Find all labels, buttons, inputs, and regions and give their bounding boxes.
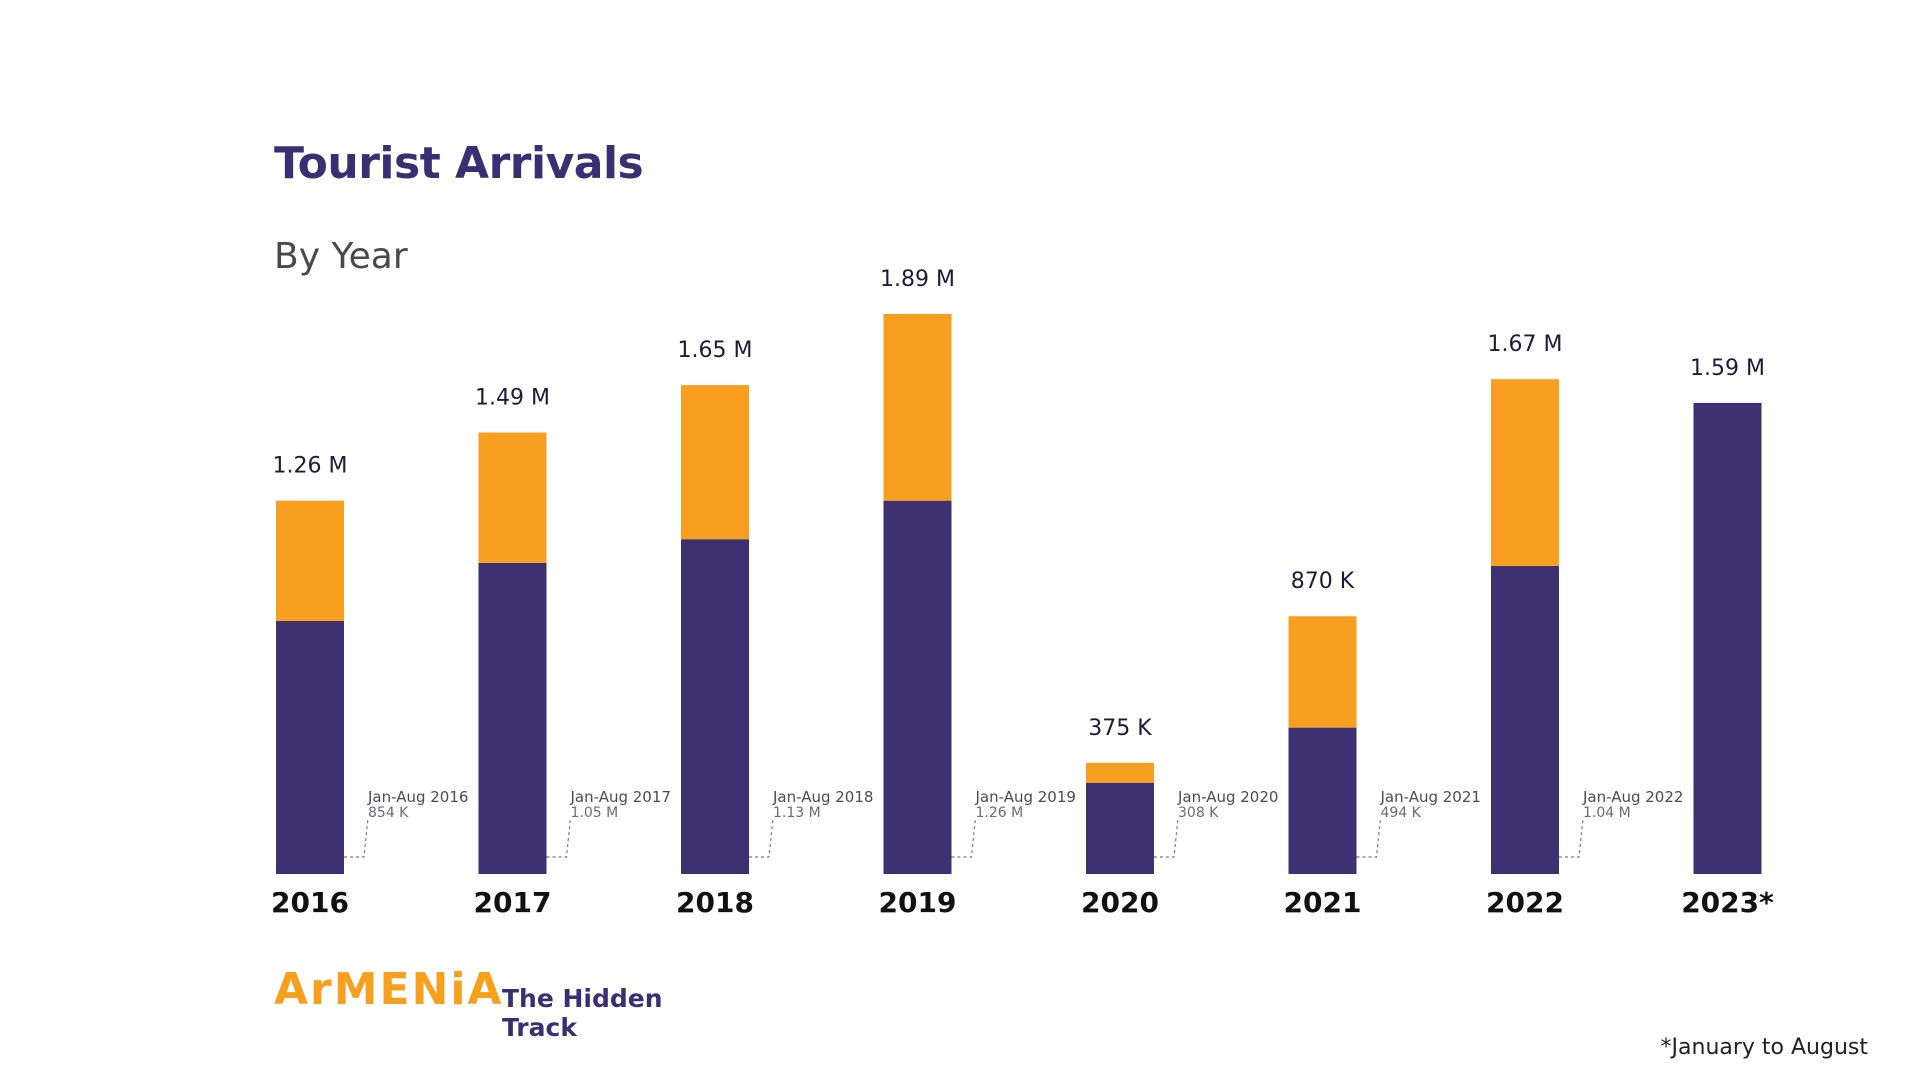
footnote: *January to August <box>1660 1035 1868 1060</box>
annotation-period-2022: Jan-Aug 2022 <box>1582 788 1683 806</box>
bar-remainder-2022 <box>1491 379 1559 566</box>
total-label-2019: 1.89 M <box>880 267 955 292</box>
annotation-leader-2020 <box>1154 817 1179 858</box>
chart-title: Tourist Arrivals <box>274 138 644 189</box>
bar-janaug-2023* <box>1693 402 1762 874</box>
annotation-leader-2022 <box>1559 817 1584 858</box>
total-label-2016: 1.26 M <box>273 454 348 479</box>
bar-janaug-2017 <box>478 562 547 874</box>
annotation-leader-2016 <box>344 817 369 858</box>
annotation-period-2019: Jan-Aug 2019 <box>975 788 1076 806</box>
annotation-value-2020: 308 K <box>1178 805 1219 821</box>
total-label-2020: 375 K <box>1088 716 1152 741</box>
bar-janaug-2016 <box>276 620 344 874</box>
bar-janaug-2018 <box>681 539 749 874</box>
total-label-2018: 1.65 M <box>678 338 753 363</box>
bar-janaug-2022 <box>1491 565 1559 874</box>
year-label-2020: 2020 <box>1081 886 1159 919</box>
total-label-2023*: 1.59 M <box>1690 356 1765 381</box>
annotation-period-2016: Jan-Aug 2016 <box>367 788 468 806</box>
bar-remainder-2021 <box>1288 616 1357 728</box>
annotation-period-2020: Jan-Aug 2020 <box>1177 788 1278 806</box>
year-label-2023*: 2023* <box>1681 886 1774 919</box>
annotation-period-2017: Jan-Aug 2017 <box>570 788 671 806</box>
annotation-value-2021: 494 K <box>1381 805 1422 821</box>
bar-remainder-2018 <box>681 385 749 540</box>
annotation-value-2017: 1.05 M <box>571 805 619 821</box>
bar-remainder-2016 <box>276 500 344 621</box>
bar-remainder-2019 <box>883 314 952 501</box>
annotation-leader-2017 <box>546 817 572 858</box>
chart-subtitle: By Year <box>274 236 408 277</box>
year-label-2022: 2022 <box>1486 886 1564 919</box>
annotation-value-2022: 1.04 M <box>1583 805 1631 821</box>
year-label-2017: 2017 <box>474 886 552 919</box>
year-label-2019: 2019 <box>879 886 957 919</box>
total-label-2022: 1.67 M <box>1488 332 1563 357</box>
brand-tagline: The Hidden Track <box>502 984 663 1042</box>
annotation-value-2016: 854 K <box>368 805 409 821</box>
year-label-2021: 2021 <box>1284 886 1362 919</box>
total-label-2017: 1.49 M <box>475 386 550 411</box>
bar-janaug-2019 <box>883 500 952 874</box>
annotation-value-2018: 1.13 M <box>773 805 821 821</box>
annotation-value-2019: 1.26 M <box>976 805 1024 821</box>
bar-remainder-2017 <box>478 432 547 563</box>
year-label-2016: 2016 <box>271 886 349 919</box>
year-label-2018: 2018 <box>676 886 754 919</box>
bar-janaug-2020 <box>1086 782 1154 874</box>
bar-remainder-2020 <box>1086 762 1154 783</box>
brand-wordmark: ArMENiA <box>274 964 504 1015</box>
annotation-leader-2021 <box>1356 817 1382 858</box>
bar-janaug-2021 <box>1288 727 1357 874</box>
annotation-leader-2019 <box>951 817 977 858</box>
annotation-period-2021: Jan-Aug 2021 <box>1380 788 1481 806</box>
annotation-leader-2018 <box>749 817 774 858</box>
total-label-2021: 870 K <box>1291 569 1355 594</box>
annotation-period-2018: Jan-Aug 2018 <box>772 788 873 806</box>
